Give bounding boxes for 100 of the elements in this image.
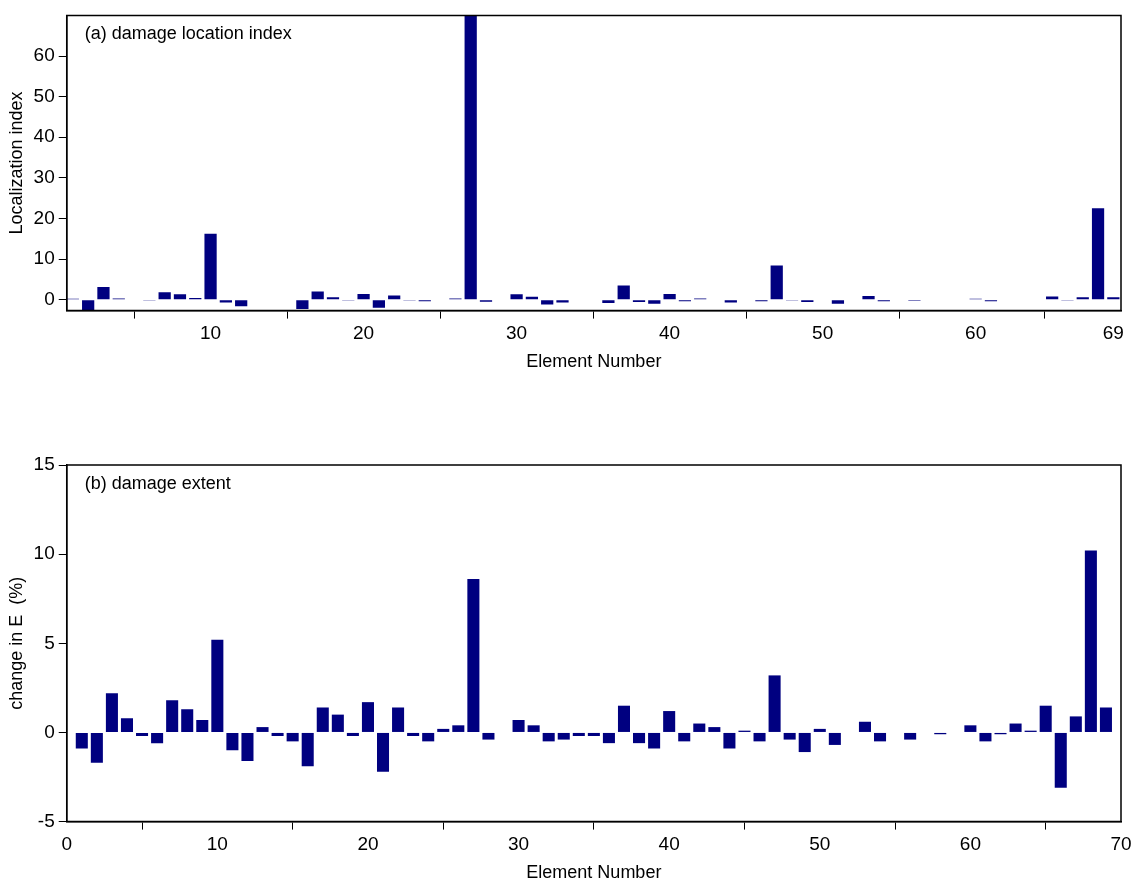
bar <box>120 718 133 732</box>
x-tick-label: 50 <box>809 833 831 855</box>
bar <box>464 15 477 300</box>
bar <box>678 732 691 742</box>
bar <box>512 719 525 732</box>
x-tick-label: 69 <box>1102 322 1124 344</box>
bar <box>392 707 405 732</box>
bar <box>437 728 450 732</box>
bar <box>376 732 390 772</box>
bar <box>97 287 110 300</box>
bar <box>82 300 95 311</box>
bar <box>587 732 600 737</box>
y-tick-label: 60 <box>33 44 55 66</box>
bar <box>723 732 736 749</box>
x-tick-label: 0 <box>61 833 73 855</box>
x-tick-label: 20 <box>353 322 375 344</box>
bar <box>204 233 217 300</box>
bar <box>904 732 917 740</box>
bar <box>1091 208 1105 300</box>
bar <box>361 702 374 732</box>
bar <box>211 639 224 732</box>
bar <box>557 732 570 740</box>
bar <box>979 732 992 742</box>
x-tick-label: 10 <box>200 322 222 344</box>
y-tick-label: 10 <box>33 542 55 564</box>
y-tick-label: 40 <box>33 125 55 147</box>
y-tick-label: 0 <box>44 287 55 309</box>
bar <box>617 705 631 732</box>
bar <box>783 732 796 740</box>
x-tick-label: 60 <box>959 833 981 855</box>
bar <box>527 725 540 732</box>
bar <box>1009 723 1022 732</box>
bar <box>296 300 309 309</box>
y-tick-label: -5 <box>37 809 55 831</box>
annotation: (b) damage extent <box>84 472 231 493</box>
bar <box>663 711 676 732</box>
bar <box>346 732 359 737</box>
x-tick-label: 40 <box>658 833 680 855</box>
bar <box>542 732 555 742</box>
y-tick-label: 5 <box>44 631 55 653</box>
x-tick-label: 30 <box>506 322 528 344</box>
bar <box>1039 705 1052 732</box>
bar <box>831 300 845 304</box>
bar <box>158 292 171 300</box>
bar <box>316 707 329 732</box>
x-axis-title: Element Number <box>526 862 662 883</box>
x-tick-label: 70 <box>1110 833 1132 855</box>
bar <box>798 732 811 753</box>
bar <box>241 732 254 761</box>
bar <box>311 291 324 300</box>
x-tick-label: 50 <box>812 322 834 344</box>
x-axis-title: Element Number <box>526 351 662 372</box>
bar <box>648 300 661 304</box>
bar <box>105 693 118 732</box>
bar <box>1099 707 1112 732</box>
y-axis-title: Localization index <box>5 91 26 235</box>
y-tick-label: 50 <box>33 84 55 106</box>
bar <box>173 294 187 300</box>
bar <box>452 725 465 732</box>
x-tick-label: 30 <box>507 833 530 855</box>
annotation: (a) damage location index <box>84 23 292 44</box>
bar <box>693 723 706 732</box>
bar <box>602 732 615 744</box>
bar <box>874 732 887 742</box>
bar <box>510 294 523 300</box>
bar <box>136 732 149 737</box>
bar <box>226 732 239 751</box>
y-tick-label: 15 <box>33 453 55 475</box>
x-tick-label: 10 <box>206 833 228 855</box>
bar <box>301 732 314 767</box>
bar <box>617 285 630 300</box>
bar <box>648 732 661 749</box>
y-tick-label: 10 <box>33 247 55 269</box>
x-tick-label: 20 <box>357 833 379 855</box>
y-tick-label: 20 <box>33 206 55 228</box>
bar <box>235 300 248 307</box>
bar <box>372 300 385 308</box>
y-axis-title: change in E (%) <box>5 576 26 710</box>
bar <box>286 732 299 742</box>
bar <box>556 300 569 303</box>
bar <box>90 732 103 763</box>
bar <box>422 732 435 742</box>
bar <box>1069 716 1082 732</box>
bar <box>541 300 554 305</box>
bar <box>572 732 585 737</box>
bar <box>1054 732 1067 788</box>
bar <box>753 732 766 742</box>
bar <box>858 721 871 732</box>
bar <box>467 579 480 732</box>
bar <box>768 675 781 732</box>
bar <box>196 719 209 732</box>
bar <box>151 732 164 744</box>
bar <box>181 709 194 732</box>
bar <box>482 732 495 740</box>
bar <box>862 295 875 300</box>
bar <box>1046 296 1059 300</box>
bar <box>357 293 370 300</box>
y-tick-label: 30 <box>33 166 55 188</box>
bar <box>770 265 783 300</box>
bar <box>75 732 88 749</box>
